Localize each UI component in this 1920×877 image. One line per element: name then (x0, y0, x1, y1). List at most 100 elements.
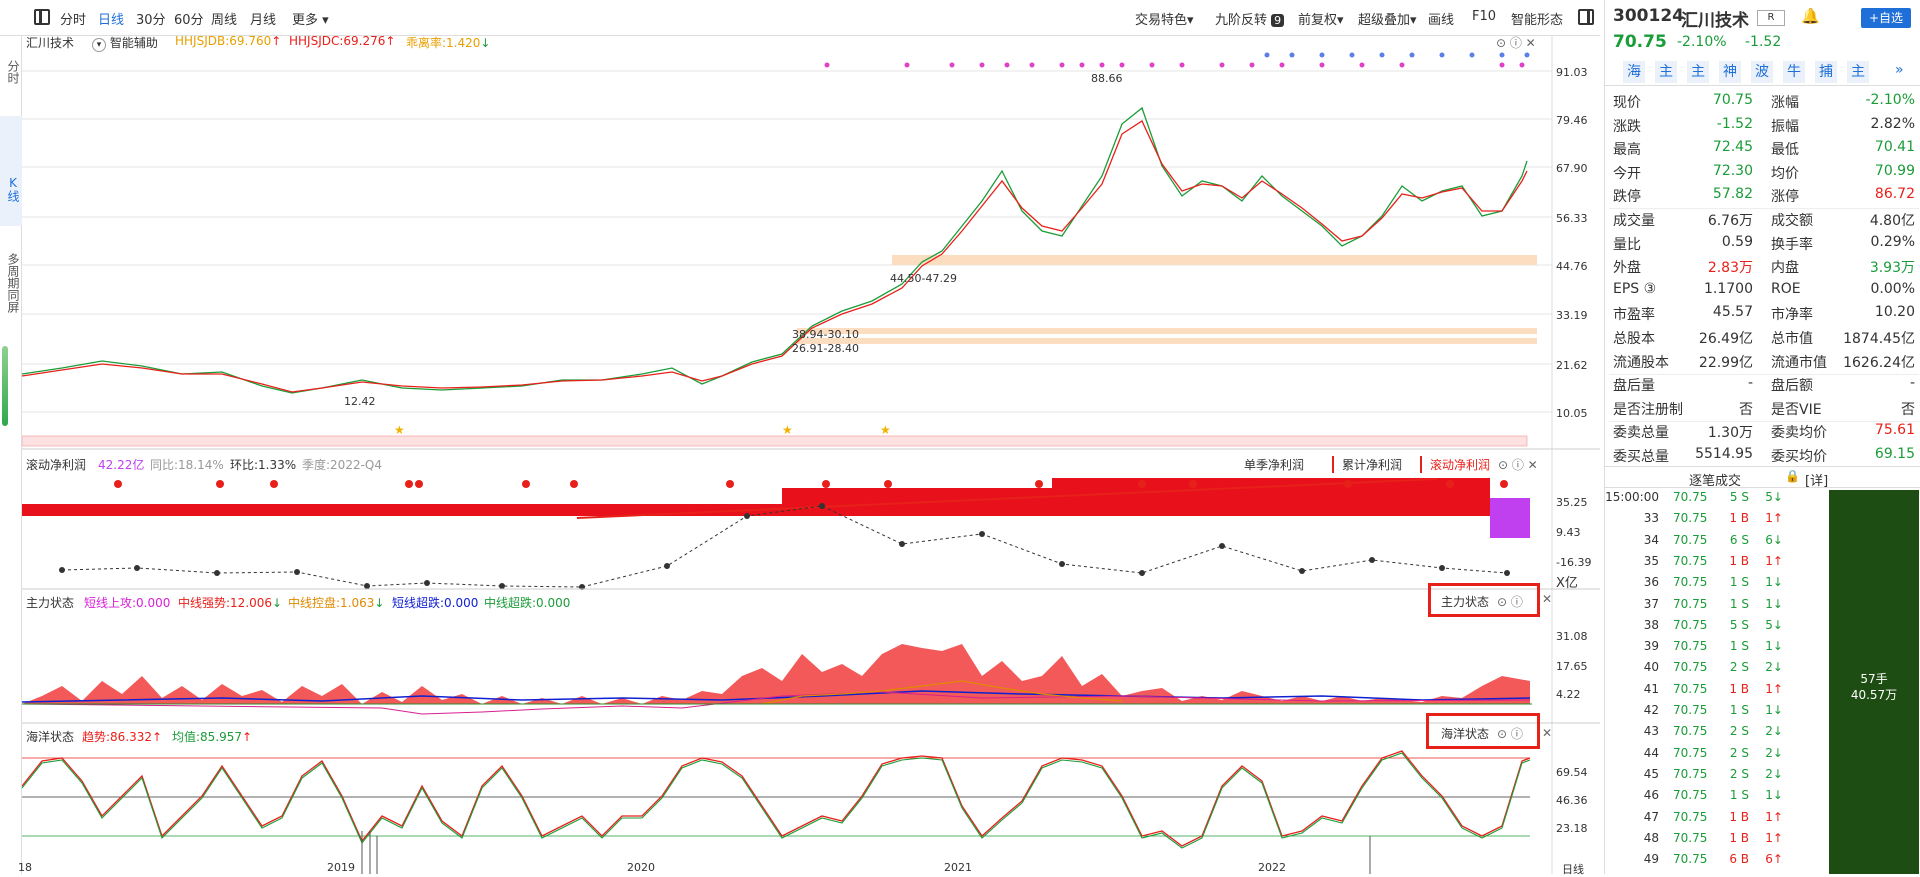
tick-v: 1 B (1729, 511, 1749, 526)
period-tab-more[interactable]: 更多 ▾ (292, 13, 329, 28)
quote-row: 量比 0.59 换手率 0.29% (1609, 234, 1919, 257)
quote-field: 盘后额 (1771, 378, 1813, 395)
quote-field: 委卖均价 (1771, 425, 1827, 442)
tag-item[interactable]: 主 (1655, 61, 1677, 83)
tick-t: 35 (1643, 553, 1659, 568)
tag-item[interactable]: 神 (1719, 61, 1741, 83)
profit-value: 42.22亿 (98, 458, 145, 472)
tick-v: 2 S (1729, 745, 1749, 760)
nav-kline[interactable]: K线 (0, 116, 22, 226)
period-tab-daily[interactable]: 日线 (98, 13, 125, 28)
menu-f10[interactable]: F10 (1472, 9, 1497, 24)
panel-settings-icon[interactable]: ⊙ ⓘ ✕ (1496, 36, 1536, 50)
panel-settings-icon[interactable]: ⊙ ⓘ (1497, 595, 1523, 609)
tab-rolling-profit[interactable]: 滚动净利润 (1420, 456, 1490, 473)
tag-item[interactable]: 主 (1847, 61, 1869, 83)
tick-n: 1↓ (1765, 639, 1783, 654)
quote-field: 最高 (1613, 142, 1641, 159)
quote-value: 1626.24亿 (1843, 354, 1915, 371)
lock-icon[interactable]: 🔒 (1785, 469, 1800, 483)
close-icon[interactable]: ✕ (1542, 592, 1553, 606)
menu-trade-feature[interactable]: 交易特色▾ (1135, 13, 1194, 28)
menu-nine-reversal[interactable]: 九阶反转 9 (1215, 9, 1285, 28)
nav-fenshi[interactable]: 分时 (6, 60, 20, 84)
tag-item[interactable]: 波 (1751, 61, 1773, 83)
support-zone (892, 255, 1537, 265)
menu-adjust[interactable]: 前复权▾ (1298, 13, 1344, 28)
tab-single-profit[interactable]: 单季净利润 (1244, 458, 1305, 472)
tick-v: 6 S (1729, 532, 1749, 547)
quote-value: 1.30万 (1707, 425, 1753, 442)
panel-settings-icon[interactable]: ⊙ ⓘ (1497, 727, 1523, 741)
quote-field: 成交额 (1771, 213, 1813, 229)
assist-toggle[interactable]: ▾ 智能辅助 (92, 34, 158, 52)
indicator-hhjsjdb: HHJSJDB:69.760↑ (175, 34, 282, 48)
tick-v: 2 S (1729, 660, 1749, 675)
menu-super-overlay[interactable]: 超级叠加▾ (1358, 13, 1417, 28)
nine-badge: 9 (1271, 14, 1285, 27)
y-label: 23.18 (1556, 822, 1588, 835)
tab-cumulative-profit[interactable]: 累计净利润 (1332, 456, 1402, 473)
tick-n: 1↑ (1765, 511, 1783, 526)
haiyang-avg: 均值:85.957↑ (172, 730, 253, 744)
haiyang-trend: 趋势:86.332↑ (82, 730, 163, 744)
label-zone2a: 38.94-30.10 (792, 328, 859, 341)
chevron-double-icon[interactable]: » (1895, 62, 1904, 78)
chevron-down-icon: ▾ (1187, 13, 1194, 28)
tick-v: 1 S (1729, 596, 1749, 611)
period-tab-60min[interactable]: 60分 (174, 13, 204, 28)
quote-value: 10.20 (1874, 304, 1915, 321)
change-pct: -2.10% (1677, 34, 1727, 50)
period-tab-30min[interactable]: 30分 (136, 13, 166, 28)
quote-field: 总股本 (1613, 331, 1655, 347)
period-tab-monthly[interactable]: 月线 (250, 13, 277, 28)
tick-p: 70.75 (1673, 724, 1708, 739)
tick-p: 70.75 (1673, 617, 1708, 632)
tick-row: 15:00:00 70.75 5 S 5↓ (1605, 490, 1831, 511)
menu-draw-line[interactable]: 画线 (1428, 13, 1455, 28)
quote-field: 成交量 (1613, 213, 1655, 229)
zhuli-item: 中线超跌:0.000 (484, 596, 571, 610)
quote-value: 72.30 (1712, 162, 1753, 179)
quote-row: 流通股本 22.99亿 流通市值 1626.24亿 (1609, 352, 1919, 375)
tick-row: 35 70.75 1 B 1↑ (1605, 554, 1831, 575)
nav-multi-period[interactable]: 多周期同屏 (6, 253, 20, 313)
haiyang-button-box[interactable]: 海洋状态 ⊙ ⓘ (1426, 713, 1540, 749)
quote-field: 流通市值 (1771, 354, 1827, 371)
tag-item[interactable]: 主 (1687, 61, 1709, 83)
panel-settings-icon[interactable]: ⊙ ⓘ ✕ (1498, 458, 1538, 472)
nav-scroll-handle[interactable] (2, 346, 8, 426)
quote-value: 70.41 (1874, 139, 1915, 156)
y-label: 10.05 (1556, 407, 1588, 420)
tag-item[interactable]: 海 (1623, 61, 1645, 83)
tick-row: 45 70.75 2 S 2↓ (1605, 767, 1831, 788)
tick-n: 2↓ (1765, 745, 1783, 760)
tag-item[interactable]: 牛 (1783, 61, 1805, 83)
add-watchlist-button[interactable]: +自选 (1861, 8, 1911, 28)
period-tab-fenshi[interactable]: 分时 (60, 13, 87, 28)
quote-field: 量比 (1613, 236, 1641, 253)
close-icon[interactable]: ✕ (1542, 726, 1553, 740)
quote-field: 今开 (1613, 165, 1641, 182)
tick-t: 15:00:00 (1605, 490, 1659, 504)
zhuli-button-box[interactable]: 主力状态 ⊙ ⓘ (1428, 583, 1540, 617)
tick-t: 42 (1643, 703, 1659, 717)
tick-p: 70.75 (1673, 639, 1708, 654)
layout-toggle-icon[interactable] (34, 9, 50, 25)
tag-item[interactable]: 捕 (1815, 61, 1837, 83)
sidebar-toggle-icon[interactable] (1578, 9, 1594, 25)
stock-name-label: 汇川技术 (26, 36, 75, 50)
tick-detail-link[interactable]: [详] (1805, 474, 1829, 489)
y-label: 9.43 (1556, 526, 1581, 539)
quote-panel: 300124 汇川技术 R 🔔 +自选 70.75 -2.10% -1.52 海… (1604, 0, 1920, 874)
alarm-icon[interactable]: 🔔 (1801, 7, 1820, 25)
r-badge: R (1757, 10, 1785, 26)
quote-value: 70.75 (1712, 92, 1753, 108)
period-tab-weekly[interactable]: 周线 (211, 13, 238, 28)
quote-value: 0.59 (1721, 233, 1753, 250)
quote-row: 委卖总量 1.30万 委卖均价 75.61 (1609, 422, 1919, 445)
menu-smart-pattern[interactable]: 智能形态 (1511, 13, 1564, 28)
tick-p: 70.75 (1673, 830, 1708, 845)
tick-p: 70.75 (1673, 511, 1708, 526)
quote-value: 0.29% (1870, 233, 1915, 250)
